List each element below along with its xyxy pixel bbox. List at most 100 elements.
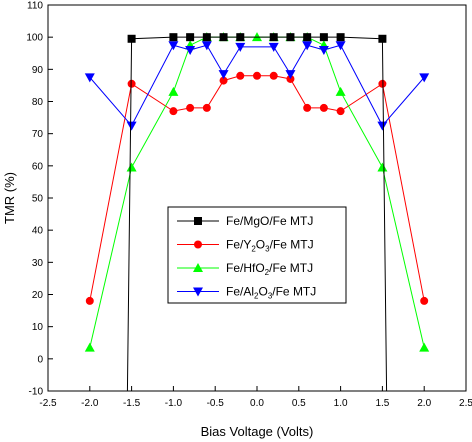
data-point [126,162,137,172]
data-point [85,296,94,305]
data-point [335,41,346,51]
y-axis-title: TMR (%) [2,172,17,224]
data-point [169,33,178,42]
data-point [269,71,278,80]
data-point [194,217,202,225]
y-tick-label: -10 [29,387,44,398]
legend-label-subscript: 2 [251,245,256,254]
legend-label-part: Fe/MgO/Fe MTJ [226,214,313,228]
y-tick-label: 10 [32,322,44,333]
data-point [235,42,246,52]
legend-label-subscript: 3 [265,245,270,254]
data-point [253,71,261,80]
data-point [419,342,430,352]
data-point [201,41,212,51]
legend-label-part: /Fe MTJ [270,238,314,252]
y-tick-label: 40 [32,226,44,237]
data-point [302,41,313,51]
data-point [194,240,202,249]
data-point [202,103,211,112]
legend-label: Fe/Al2O3/Fe MTJ [226,285,316,301]
y-tick-label: 80 [32,97,44,108]
data-point [186,33,195,42]
tick-labels: -2.5 -2.0 -1.5 -1.0 -0.5 0.0 0.5 1.0 1.5 2.0 2.5 -1… [26,1,472,410]
x-tick-label: 2.5 [459,398,472,409]
y-tick-label: 50 [32,194,44,205]
data-point [336,107,345,116]
legend-label: Fe/Y2O3/Fe MTJ [226,238,314,254]
x-axis-title: Bias Voltage (Volts) [201,424,314,439]
legend-label-part: /Fe MTJ [269,261,313,275]
x-tick-label: 1.5 [375,398,389,409]
series-3 [84,41,430,131]
data-point [377,162,388,172]
data-point [269,33,278,42]
data-point [84,342,95,352]
x-tick-label: -1.5 [123,398,141,409]
plot-frame [47,4,467,392]
y-tick-label: 20 [32,290,44,301]
data-point [336,33,345,42]
data-point [236,71,245,80]
data-point [319,103,328,112]
x-tick-label: -0.5 [207,398,225,409]
legend-label-subscript: 2 [265,268,270,277]
data-point [303,33,312,42]
data-point [168,41,179,51]
data-point [168,86,179,96]
data-point [202,33,211,42]
data-point [318,46,329,56]
data-point [193,263,203,272]
data-point [127,34,136,43]
data-point [193,287,203,297]
data-point [218,70,229,80]
legend-label-part: O [258,285,267,299]
data-point [319,33,328,42]
legend-label-part: Fe/Al [226,285,254,299]
series-0 [126,33,388,392]
x-tick-label: 1.0 [334,398,348,409]
legend-label-part: /Fe MTJ [272,285,316,299]
data-point [84,73,95,83]
data-point [377,121,388,131]
data-point [285,70,296,80]
series-2 [84,32,430,352]
data-point [126,121,137,131]
data-point [419,73,430,83]
data-point [169,107,178,116]
x-tick-label: 0.5 [292,398,306,409]
legend-label-subscript: 2 [254,292,259,301]
data-point [286,33,295,42]
y-tick-label: 90 [32,65,44,76]
legend-label: Fe/HfO2/Fe MTJ [226,261,313,277]
legend-label-part: Fe/Y [226,238,251,252]
data-point [378,34,387,43]
data-point [186,103,195,112]
series-1 [85,71,429,305]
data-point [303,103,312,112]
data-point [185,46,196,56]
y-tick-label: 30 [32,258,44,269]
series-layer [84,32,430,392]
y-tick-label: 110 [27,1,43,12]
x-tick-label: 2.0 [417,398,431,409]
legend-label-part: Fe/HfO [226,261,265,275]
data-point [268,42,279,52]
data-point [219,76,228,85]
data-point [378,79,387,88]
series-line [89,44,425,127]
axis-ticks [47,4,467,392]
legend-label: Fe/MgO/Fe MTJ [226,214,313,228]
data-point [236,33,245,42]
legend-label-subscript: 3 [268,292,273,301]
y-tick-label: 60 [32,161,44,172]
x-tick-label: 0.0 [250,398,264,409]
data-point [420,296,429,305]
data-point [219,33,228,42]
y-tick-label: 0 [37,354,43,365]
y-tick-label: 70 [32,129,44,140]
x-tick-label: -2.0 [81,398,99,409]
